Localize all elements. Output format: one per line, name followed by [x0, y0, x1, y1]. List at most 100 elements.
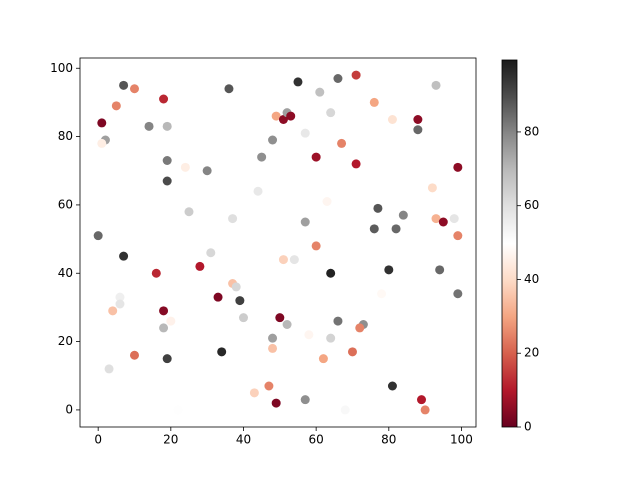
scatter-point: [97, 118, 107, 128]
scatter-point: [384, 265, 394, 275]
scatter-point: [347, 347, 357, 357]
scatter-point: [453, 231, 463, 241]
scatter-point: [217, 347, 227, 357]
x-tick-label: 100: [450, 433, 473, 447]
scatter-point: [159, 306, 169, 316]
scatter-point: [326, 268, 336, 278]
colorbar-tick-label: 40: [524, 272, 539, 286]
scatter-point: [162, 354, 172, 364]
scatter-point: [398, 210, 408, 220]
scatter-point: [453, 162, 463, 172]
scatter-point: [184, 207, 194, 217]
colorbar-tick-label: 20: [524, 346, 539, 360]
scatter-point: [413, 115, 423, 124]
scatter-point: [249, 388, 259, 398]
scatter-point: [264, 381, 274, 391]
scatter-point: [108, 306, 118, 316]
colorbar-tick-label: 60: [524, 198, 539, 212]
scatter-point: [420, 405, 430, 415]
scatter-point: [180, 162, 190, 172]
scatter-point: [300, 395, 310, 405]
scatter-point: [195, 261, 205, 271]
scatter-point: [253, 186, 263, 196]
scatter-point: [377, 289, 387, 299]
scatter-point: [391, 224, 401, 234]
scatter-point: [435, 265, 445, 275]
y-tick-label: 100: [50, 61, 73, 75]
scatter-point: [202, 166, 212, 176]
x-tick-label: 40: [236, 433, 251, 447]
scatter-point: [289, 255, 299, 265]
scatter-point: [257, 152, 267, 162]
scatter-point: [271, 111, 281, 121]
scatter-point: [119, 251, 129, 261]
scatter-point: [333, 316, 343, 326]
scatter-point: [369, 224, 379, 234]
scatter-point: [104, 364, 114, 374]
scatter-point: [427, 183, 437, 193]
scatter-point: [293, 77, 303, 87]
scatter-point: [151, 268, 161, 278]
scatter-point: [97, 138, 107, 148]
scatter-point: [300, 128, 310, 138]
scatter-point: [129, 84, 139, 94]
scatter-point: [162, 176, 172, 186]
scatter-point: [111, 101, 121, 111]
scatter-point: [311, 241, 321, 251]
scatter-point: [326, 108, 336, 118]
scatter-point: [271, 398, 281, 408]
y-tick-label: 40: [58, 266, 73, 280]
scatter-point: [431, 80, 441, 90]
scatter-point: [278, 255, 288, 265]
scatter-point: [268, 343, 278, 353]
scatter-point: [238, 313, 248, 323]
scatter-point: [351, 70, 361, 80]
scatter-point: [162, 121, 172, 131]
scatter-point: [300, 217, 310, 227]
scatter-point: [304, 330, 314, 340]
x-tick-label: 80: [381, 433, 396, 447]
scatter-point: [373, 203, 383, 213]
scatter-point: [431, 214, 441, 224]
colorbar: [501, 59, 518, 428]
scatter-point: [453, 289, 463, 299]
scatter-point: [231, 282, 241, 292]
scatter-point: [387, 381, 397, 391]
scatter-point: [119, 80, 129, 90]
y-tick-label: 60: [58, 197, 73, 211]
scatter-point: [337, 138, 347, 148]
scatter-point: [355, 323, 365, 333]
scatter-point: [144, 121, 154, 131]
scatter-point: [173, 405, 183, 415]
scatter-point: [318, 354, 328, 364]
colorbar-tick-label: 0: [524, 420, 532, 434]
scatter-point: [413, 125, 423, 135]
scatter-point: [369, 97, 379, 107]
scatter-point: [340, 405, 350, 415]
colorbar-tick-label: 80: [524, 124, 539, 138]
scatter-point: [129, 350, 139, 360]
plot-frame: [79, 57, 477, 428]
scatter-point: [159, 323, 169, 333]
scatter-point: [286, 111, 296, 121]
scatter-point: [282, 320, 292, 329]
scatter-point: [166, 316, 176, 326]
scatter-point: [213, 292, 223, 302]
scatter-point: [333, 74, 343, 83]
scatter-point: [311, 152, 321, 162]
scatter-point: [268, 135, 278, 145]
scatter-point: [387, 115, 397, 124]
scatter-point: [206, 248, 216, 258]
scatter-point: [115, 292, 125, 302]
scatter-point: [224, 84, 234, 94]
scatter-point: [315, 87, 325, 97]
x-tick-label: 0: [94, 433, 102, 447]
scatter-point: [351, 159, 361, 169]
scatter-point: [162, 156, 172, 165]
scatter-point: [115, 299, 125, 309]
scatter-point: [228, 214, 238, 224]
y-tick-label: 80: [58, 129, 73, 143]
scatter-point: [326, 333, 336, 343]
scatter-point: [159, 94, 169, 104]
